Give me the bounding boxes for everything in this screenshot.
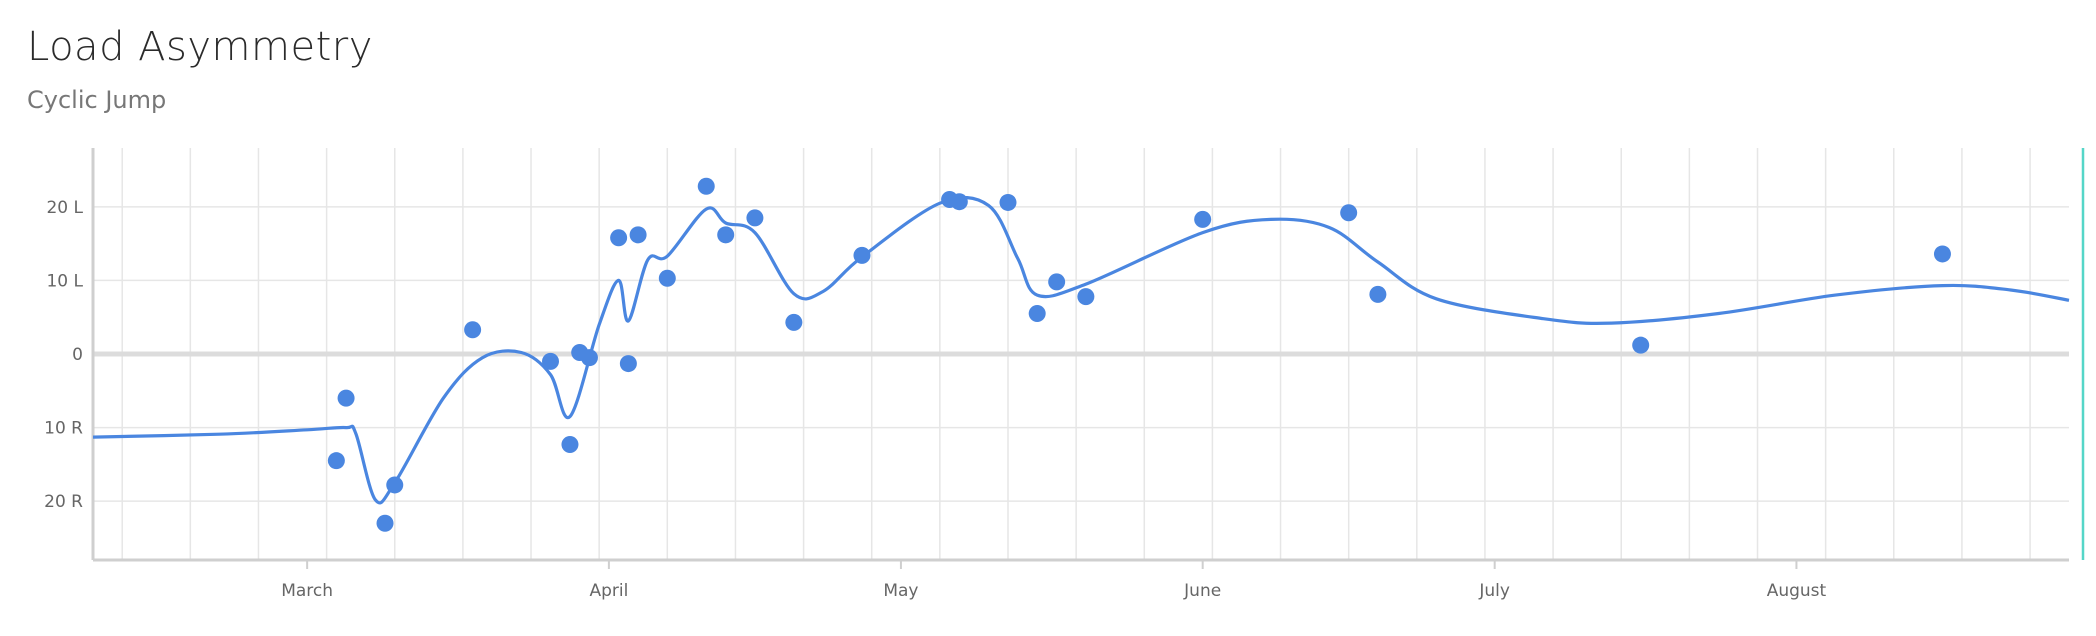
data-point[interactable] xyxy=(561,435,579,453)
x-tick-label: May xyxy=(883,581,918,601)
data-point[interactable] xyxy=(746,209,764,227)
data-point[interactable] xyxy=(1369,285,1387,303)
data-point[interactable] xyxy=(464,321,482,339)
chart-title: Load Asymmetry xyxy=(27,24,373,70)
data-point[interactable] xyxy=(386,476,404,494)
data-point[interactable] xyxy=(327,452,345,470)
data-point[interactable] xyxy=(697,177,715,195)
data-points[interactable] xyxy=(327,177,1951,532)
data-point[interactable] xyxy=(785,313,803,331)
data-point[interactable] xyxy=(853,246,871,264)
data-point[interactable] xyxy=(629,226,647,244)
chart-subtitle: Cyclic Jump xyxy=(27,86,167,114)
y-tick-label: 0 xyxy=(72,345,83,365)
data-point[interactable] xyxy=(717,226,735,244)
y-tick-label: 20 R xyxy=(44,492,83,512)
y-tick-label: 10 R xyxy=(44,419,83,439)
data-point[interactable] xyxy=(1194,210,1212,228)
grid xyxy=(93,148,2069,560)
data-point[interactable] xyxy=(376,514,394,532)
data-point[interactable] xyxy=(1340,204,1358,222)
x-tick-label: June xyxy=(1183,581,1221,601)
data-point[interactable] xyxy=(950,193,968,211)
data-point[interactable] xyxy=(1933,245,1951,263)
y-tick-label: 20 L xyxy=(46,198,83,218)
data-point[interactable] xyxy=(658,269,676,287)
trend-line xyxy=(92,196,2070,505)
data-point[interactable] xyxy=(1028,305,1046,323)
data-point[interactable] xyxy=(580,349,598,367)
x-tick-label: March xyxy=(281,581,333,601)
data-point[interactable] xyxy=(541,352,559,370)
x-tick-label: April xyxy=(589,581,628,601)
y-tick-label: 10 L xyxy=(46,271,83,291)
data-point[interactable] xyxy=(999,193,1017,211)
data-point[interactable] xyxy=(619,355,637,373)
trend-line-layer xyxy=(92,196,2070,505)
x-tick-label: August xyxy=(1767,581,1827,601)
axes: 20 L 10 L 0 10 R 20 R March April May June July Au… xyxy=(44,148,2085,601)
data-point[interactable] xyxy=(1077,288,1095,306)
data-point[interactable] xyxy=(337,389,355,407)
data-point[interactable] xyxy=(610,229,628,247)
x-tick-label: July xyxy=(1478,581,1510,601)
data-point[interactable] xyxy=(1048,273,1066,291)
data-point[interactable] xyxy=(1632,336,1650,354)
